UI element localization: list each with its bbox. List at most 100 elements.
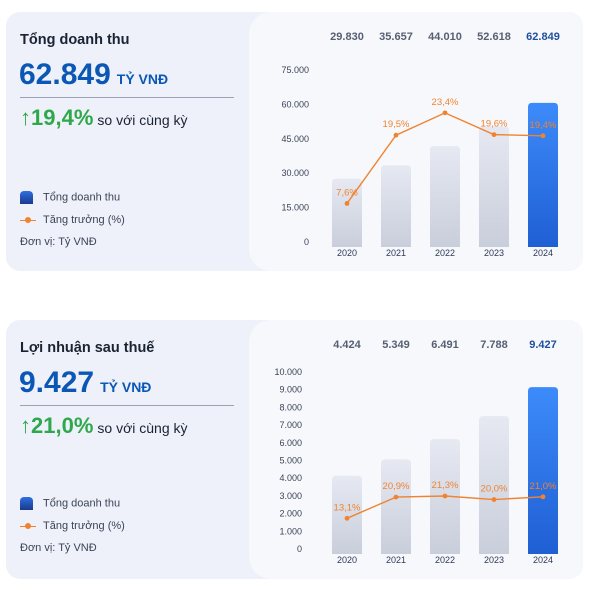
divider xyxy=(20,405,234,406)
bar-value-label: 44.010 xyxy=(428,31,462,43)
unit-note: Đơn vị: Tỷ VNĐ xyxy=(20,542,97,554)
growth-value: 19,4% xyxy=(31,105,94,130)
headline-value: 9.427 xyxy=(19,366,95,399)
y-tick-label: 1.000 xyxy=(279,526,302,536)
bar-value-label: 6.491 xyxy=(431,339,459,351)
legend-label: Tăng trưởng (%) xyxy=(43,520,125,532)
bar-swatch-icon xyxy=(20,191,33,204)
growth-data-label: 21,3% xyxy=(432,480,459,491)
line-swatch-icon xyxy=(20,522,36,530)
x-tick-label: 2023 xyxy=(484,555,504,565)
line-swatch-icon xyxy=(20,216,36,224)
x-tick-label: 2020 xyxy=(337,248,357,258)
growth-point xyxy=(442,493,448,499)
growth-point xyxy=(442,110,448,116)
growth-text: so với cùng kỳ xyxy=(97,112,188,128)
y-tick-label: 4.000 xyxy=(279,473,302,483)
y-tick-label: 10.000 xyxy=(274,367,302,377)
headline-unit: TỶ VNĐ xyxy=(100,379,152,395)
bar xyxy=(479,126,509,247)
growth-data-label: 20,0% xyxy=(481,484,508,495)
arrow-up-icon: ↑ xyxy=(20,413,31,438)
bar xyxy=(528,387,558,554)
y-tick-label: 7.000 xyxy=(279,420,302,430)
chart-background xyxy=(249,12,583,271)
bar-value-label: 29.830 xyxy=(330,31,364,43)
arrow-up-icon: ↑ xyxy=(20,105,31,130)
y-tick-label: 6.000 xyxy=(279,438,302,448)
growth-data-label: 19,6% xyxy=(481,119,508,130)
x-tick-label: 2022 xyxy=(435,248,455,258)
legend-item-line: Tăng trưởng (%) xyxy=(20,520,125,532)
growth-summary: ↑21,0% so với cùng kỳ xyxy=(20,413,188,439)
legend-item-bar: Tổng doanh thu xyxy=(20,191,120,204)
growth-point xyxy=(540,133,546,139)
bar xyxy=(528,102,558,247)
bar-value-label: 52.618 xyxy=(477,31,511,43)
y-tick-label: 60.000 xyxy=(281,99,309,109)
growth-summary: ↑19,4% so với cùng kỳ xyxy=(20,105,188,131)
y-tick-label: 8.000 xyxy=(279,402,302,412)
bar-value-label: 5.349 xyxy=(382,339,410,351)
bar-value-label: 62.849 xyxy=(526,31,560,43)
panel-title: Lợi nhuận sau thuế xyxy=(20,340,155,356)
y-tick-label: 0 xyxy=(297,544,302,554)
chart-background xyxy=(249,320,583,579)
bar xyxy=(430,146,460,247)
panel-title: Tổng doanh thu xyxy=(20,32,130,48)
y-tick-label: 5.000 xyxy=(279,456,302,466)
x-tick-label: 2021 xyxy=(386,555,406,565)
growth-value: 21,0% xyxy=(31,413,94,438)
growth-data-label: 20,9% xyxy=(383,481,410,492)
bar-value-label: 9.427 xyxy=(529,339,557,351)
legend-item-line: Tăng trưởng (%) xyxy=(20,214,125,226)
bar-value-label: 7.788 xyxy=(480,339,508,351)
growth-point xyxy=(393,132,399,138)
growth-data-label: 21,0% xyxy=(530,481,557,492)
legend-item-bar: Tổng doanh thu xyxy=(20,497,120,510)
y-tick-label: 2.000 xyxy=(279,509,302,519)
x-tick-label: 2022 xyxy=(435,555,455,565)
bar-swatch-icon xyxy=(20,497,33,510)
bar xyxy=(332,475,362,554)
y-tick-label: 3.000 xyxy=(279,491,302,501)
y-tick-label: 15.000 xyxy=(281,203,309,213)
profit-chart: 0 1.000 2.000 3.000 4.000 5.000 6.000 7.000 8.00… xyxy=(274,339,558,565)
y-tick-label: 0 xyxy=(304,237,309,247)
growth-point xyxy=(491,497,497,502)
growth-data-label: 13,1% xyxy=(334,502,361,513)
divider xyxy=(20,97,234,98)
growth-data-label: 23,4% xyxy=(432,97,459,108)
y-tick-label: 30.000 xyxy=(281,168,309,178)
headline-figure: 62.849 TỶ VNĐ xyxy=(19,58,168,92)
revenue-panel: Tổng doanh thu 62.849 TỶ VNĐ ↑19,4% so với… xyxy=(6,12,583,271)
growth-text: so với cùng kỳ xyxy=(97,420,188,436)
growth-data-label: 19,4% xyxy=(530,120,557,131)
headline-figure: 9.427 TỶ VNĐ xyxy=(19,366,151,400)
bar xyxy=(479,416,509,554)
x-tick-label: 2024 xyxy=(533,555,553,565)
y-tick-label: 9.000 xyxy=(279,385,302,395)
growth-point xyxy=(344,515,350,521)
growth-data-label: 19,5% xyxy=(383,119,410,130)
legend-label: Tăng trưởng (%) xyxy=(43,214,125,226)
growth-point xyxy=(491,132,497,138)
x-tick-label: 2021 xyxy=(386,248,406,258)
growth-point xyxy=(393,494,399,500)
growth-point xyxy=(540,494,546,500)
headline-value: 62.849 xyxy=(19,58,111,91)
headline-unit: TỶ VNĐ xyxy=(116,71,169,87)
revenue-chart: 0 15.000 30.000 45.000 60.000 75.000 29.830 202… xyxy=(281,31,560,258)
unit-note: Đơn vị: Tỷ VNĐ xyxy=(20,236,97,248)
legend-label: Tổng doanh thu xyxy=(43,191,121,204)
profit-panel: Lợi nhuận sau thuế 9.427 TỶ VNĐ ↑21,0% so … xyxy=(6,320,583,579)
growth-point xyxy=(344,201,350,206)
bar-value-label: 35.657 xyxy=(379,31,413,43)
x-tick-label: 2024 xyxy=(533,248,553,258)
bar xyxy=(381,459,411,554)
x-tick-label: 2023 xyxy=(484,248,504,258)
bar-value-label: 4.424 xyxy=(333,339,361,351)
y-tick-label: 75.000 xyxy=(281,65,309,75)
x-tick-label: 2020 xyxy=(337,555,357,565)
growth-data-label: 7,6% xyxy=(336,187,358,198)
